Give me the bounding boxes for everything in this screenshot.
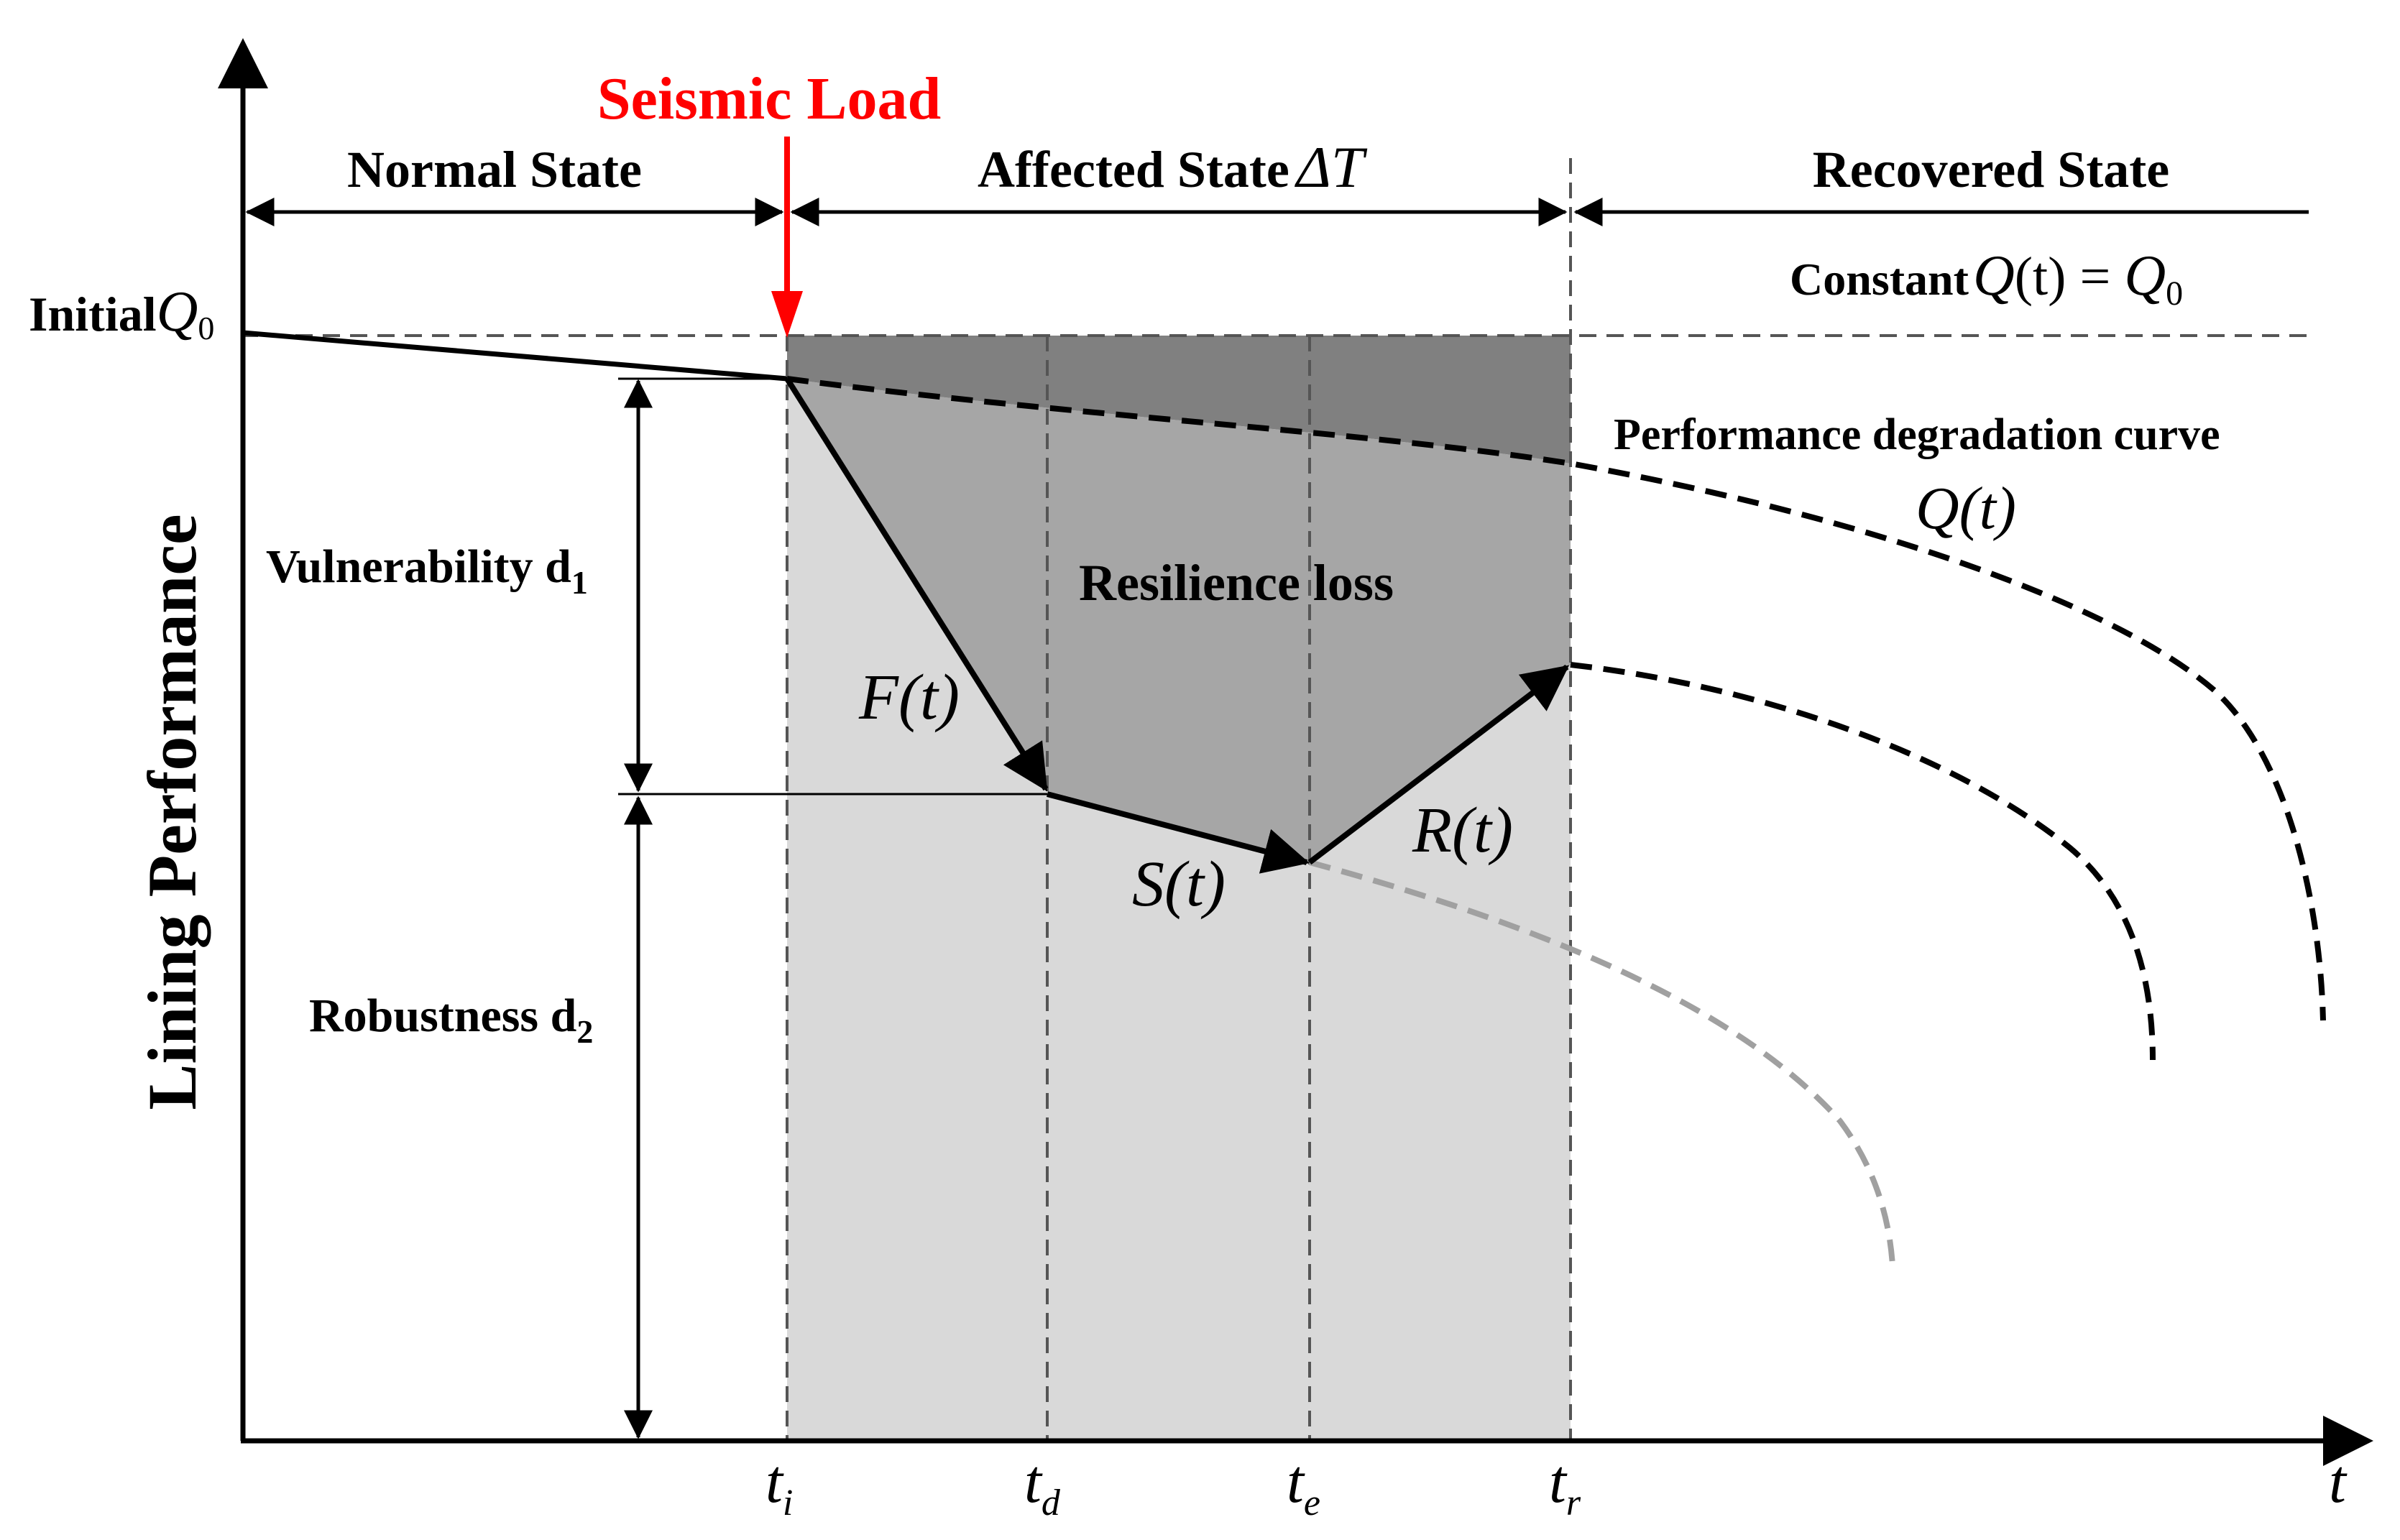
seismic-load-arrowhead bbox=[771, 291, 803, 338]
tick-label-td: td bbox=[1024, 1447, 1061, 1523]
recovery-continuation-curve bbox=[1570, 662, 2156, 1061]
normal-degradation-line bbox=[242, 330, 788, 382]
tick-label-ti: ti bbox=[765, 1447, 793, 1523]
resilience-loss-label: Resilience loss bbox=[1079, 554, 1394, 612]
degradation-curve bbox=[786, 376, 2326, 1021]
s-function-label: S(t) bbox=[1132, 849, 1226, 920]
degradation-curve-label: Performance degradation curve bbox=[1614, 410, 2220, 459]
degradation-curve-symbol: Q(t) bbox=[1916, 475, 2016, 542]
seismic-load-label: Seismic Load bbox=[597, 65, 941, 132]
s-arrow bbox=[1046, 791, 1310, 874]
r-function-label: R(t) bbox=[1412, 795, 1513, 866]
robustness-label: Robustness d2 bbox=[309, 990, 593, 1050]
x-axis-symbol: t bbox=[2329, 1447, 2348, 1516]
recovered-state-label: Recovered State bbox=[1813, 141, 2169, 198]
vulnerability-label: Vulnerability d1 bbox=[266, 540, 588, 601]
tick-label-tr: tr bbox=[1549, 1447, 1581, 1523]
f-arrow bbox=[784, 377, 1049, 792]
resilience-loss-area bbox=[787, 379, 1571, 862]
no-recovery-curve bbox=[1308, 859, 1895, 1265]
r-arrow bbox=[1307, 664, 1570, 865]
degradation-loss-area bbox=[787, 336, 1571, 464]
y-axis-label: Lining Performance bbox=[134, 514, 211, 1110]
affected-state-label: Affected State ΔT bbox=[978, 134, 1368, 200]
constant-label: ConstantQ(t) = Q0 bbox=[1790, 244, 2183, 313]
f-function-label: F(t) bbox=[858, 662, 960, 733]
time-gridlines bbox=[786, 158, 1572, 1439]
normal-state-label: Normal State bbox=[347, 141, 642, 198]
tick-label-te: te bbox=[1287, 1447, 1320, 1523]
initial-q0-label: InitialQ0 bbox=[29, 280, 214, 346]
